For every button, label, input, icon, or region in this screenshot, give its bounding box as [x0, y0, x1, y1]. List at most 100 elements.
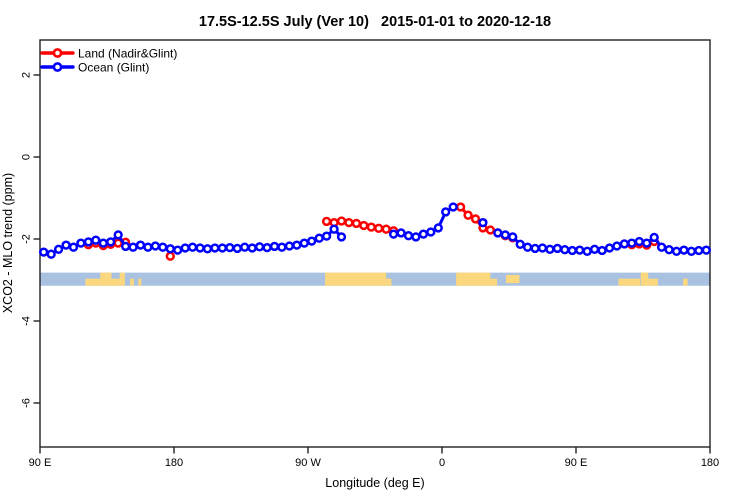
ocean-point: [537, 243, 548, 253]
ocean-point: [589, 244, 600, 254]
map-strip-land: [490, 278, 498, 286]
ocean-point: [269, 241, 280, 252]
ocean-point: [336, 232, 347, 242]
map-strip-land: [640, 272, 649, 286]
ocean-point: [448, 202, 458, 212]
ocean-point: [202, 244, 213, 254]
ocean-point: [582, 246, 592, 256]
ocean-point: [210, 243, 220, 253]
ocean-point: [98, 238, 108, 248]
ocean-point: [195, 243, 205, 253]
x-tick-label: 90 W: [295, 457, 321, 469]
ocean-point: [388, 229, 399, 239]
land-point: [470, 214, 481, 224]
ocean-point: [91, 235, 101, 245]
ocean-point: [694, 245, 704, 256]
ocean-point: [76, 238, 86, 248]
ocean-point: [433, 223, 443, 233]
y-tick-label: -6: [21, 398, 33, 408]
map-strip-land: [119, 272, 125, 286]
ocean-point: [686, 246, 697, 256]
map-strip-land: [130, 278, 134, 286]
ocean-point: [634, 236, 644, 247]
map-strip-land: [138, 278, 142, 286]
y-tick-label: -4: [21, 316, 33, 326]
ocean-point: [411, 232, 421, 242]
legend-ocean-label: Ocean (Glint): [78, 61, 149, 75]
y-axis-label: XCO2 - MLO trend (ppm): [1, 173, 15, 313]
map-strip-land: [683, 278, 688, 286]
land-point: [321, 216, 332, 227]
ocean-point: [530, 243, 540, 254]
ocean-point: [180, 243, 190, 253]
map-strip-land: [456, 272, 491, 286]
x-tick-label: 180: [165, 457, 183, 469]
ocean-point: [441, 207, 451, 217]
ocean-point: [187, 242, 198, 252]
x-tick-label: 90 E: [29, 457, 52, 469]
map-strip-land: [506, 274, 520, 284]
ocean-point: [232, 243, 242, 254]
ocean-point: [545, 244, 555, 254]
ocean-point: [515, 239, 525, 249]
land-point: [351, 218, 362, 229]
ocean-point: [299, 238, 309, 248]
plot-frame: [39, 39, 711, 448]
ocean-point: [403, 231, 414, 241]
ocean-point: [61, 240, 71, 250]
ocean-point: [560, 245, 570, 255]
ocean-series: [39, 202, 711, 259]
x-tick-label: 180: [701, 457, 719, 469]
ocean-point: [664, 245, 674, 255]
ocean-point: [552, 243, 563, 254]
ocean-point: [158, 242, 168, 252]
ocean-point: [120, 241, 131, 252]
ocean-point: [642, 238, 652, 248]
ocean-point: [254, 242, 265, 252]
map-strip-land: [85, 278, 101, 286]
map-strip-land: [618, 278, 641, 286]
ocean-point: [701, 245, 711, 255]
ocean-point: [143, 242, 153, 252]
ocean-point: [649, 232, 659, 243]
ocean-point: [329, 224, 339, 234]
ocean-point: [39, 247, 49, 257]
y-tick-label: 0: [21, 154, 33, 160]
ocean-point: [597, 245, 607, 256]
land-point: [344, 217, 354, 228]
land-point: [381, 224, 391, 234]
ocean-point: [113, 230, 123, 240]
ocean-point: [508, 232, 518, 242]
map-strip-land: [325, 272, 387, 286]
ocean-point: [217, 243, 228, 253]
map-strip-land: [111, 278, 120, 286]
x-tick-label: 90 E: [565, 457, 588, 469]
y-tick-label: 2: [21, 72, 33, 78]
ocean-point: [493, 228, 503, 238]
x-tick-label: 0: [439, 457, 445, 469]
ocean-point: [418, 229, 429, 239]
map-strip-land: [648, 278, 658, 286]
ocean-point: [284, 241, 295, 251]
ocean-point: [321, 231, 332, 241]
y-tick-label: -2: [21, 234, 33, 244]
ocean-point: [150, 241, 161, 251]
ocean-point: [522, 242, 533, 252]
map-strip-land: [100, 272, 112, 286]
ocean-point: [679, 245, 689, 255]
land-point: [463, 210, 473, 220]
ocean-point: [128, 242, 138, 252]
land-point: [336, 216, 347, 226]
legend: Land (Nadir&Glint) Ocean (Glint): [40, 47, 177, 75]
ocean-point: [247, 243, 257, 253]
ocean-point: [165, 244, 175, 254]
ocean-point: [575, 245, 585, 255]
ocean-point: [567, 245, 577, 256]
land-point: [359, 220, 369, 231]
ocean-point: [627, 238, 637, 248]
x-axis-label: Longitude (deg E): [325, 476, 424, 490]
legend-land-marker-icon: [52, 48, 63, 58]
ocean-point: [671, 246, 682, 256]
ocean-point: [225, 242, 235, 253]
